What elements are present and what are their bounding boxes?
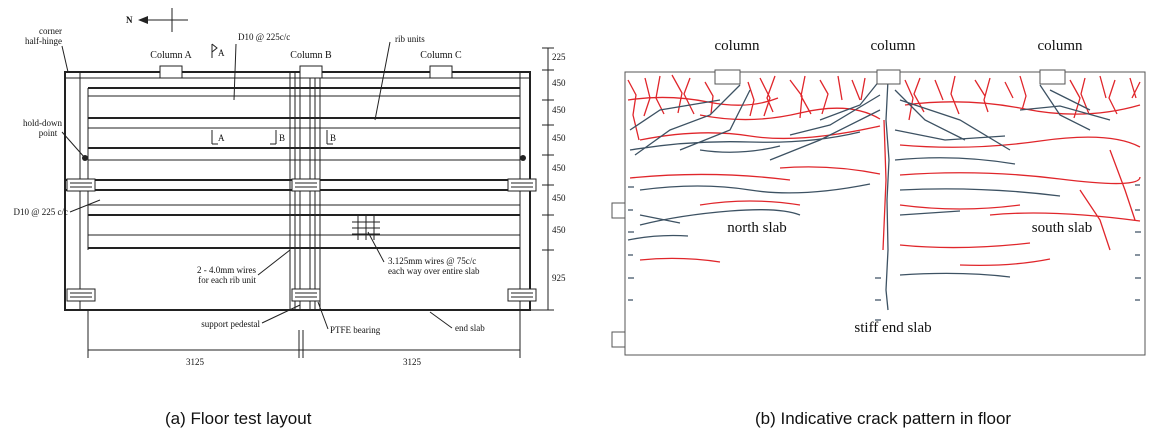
figure: N Column A Column B Column C A A B B (0, 0, 1157, 439)
dim-label: 450 (552, 133, 566, 143)
leaders (62, 42, 452, 329)
label: rib units (395, 34, 425, 44)
hold-down-dot (82, 155, 88, 161)
column-label: Column A (150, 50, 192, 61)
dim-label: 450 (552, 193, 566, 203)
dim-label: 450 (552, 105, 566, 115)
region-label: south slab (1032, 220, 1092, 236)
section-label: A (218, 48, 225, 58)
caption: (a) Floor test layout (165, 409, 312, 428)
support (612, 203, 625, 218)
dim-label: 450 (552, 78, 566, 88)
dim-label: 450 (552, 163, 566, 173)
north-label: N (126, 15, 133, 25)
caption: (b) Indicative crack pattern in floor (755, 409, 1011, 428)
column-label: column (1038, 38, 1083, 54)
label: hold-down (23, 118, 62, 128)
label: for each rib unit (198, 275, 256, 285)
section-label: B (330, 133, 336, 143)
label: support pedestal (201, 319, 260, 329)
dim-label: 925 (552, 273, 566, 283)
dim-label: 3125 (186, 357, 205, 367)
support (612, 332, 625, 347)
cracks (628, 75, 1141, 320)
vertical-dims: 225 450 450 450 450 450 450 925 (552, 52, 566, 283)
hold-down-dot (520, 155, 526, 161)
label: end slab (455, 323, 485, 333)
label: point (39, 128, 58, 138)
label: PTFE bearing (330, 325, 381, 335)
dim-label: 450 (552, 225, 566, 235)
bearings (67, 179, 536, 301)
mesh-symbol (352, 216, 380, 240)
section-label: B (279, 133, 285, 143)
label: D10 @ 225 c/c (13, 207, 68, 217)
dim-label: 3125 (403, 357, 422, 367)
label: each way over entire slab (388, 266, 480, 276)
section-label: A (218, 133, 225, 143)
arrow-head (138, 16, 148, 24)
crack-pattern: column column column north slab south sl… (612, 38, 1145, 428)
floor-layout: N Column A Column B Column C A A B B (13, 8, 566, 428)
label: corner (39, 26, 62, 36)
label: half-hinge (25, 36, 62, 46)
column-label: column (871, 38, 916, 54)
label: 3.125mm wires @ 75c/c (388, 256, 476, 266)
column-label: column (715, 38, 760, 54)
column-label: Column B (290, 50, 332, 61)
label: D10 @ 225c/c (238, 32, 290, 42)
region-label: north slab (727, 220, 787, 236)
region-label: stiff end slab (854, 320, 931, 336)
column-label: Column C (420, 50, 462, 61)
label: 2 - 4.0mm wires (197, 265, 256, 275)
dim-label: 225 (552, 52, 566, 62)
